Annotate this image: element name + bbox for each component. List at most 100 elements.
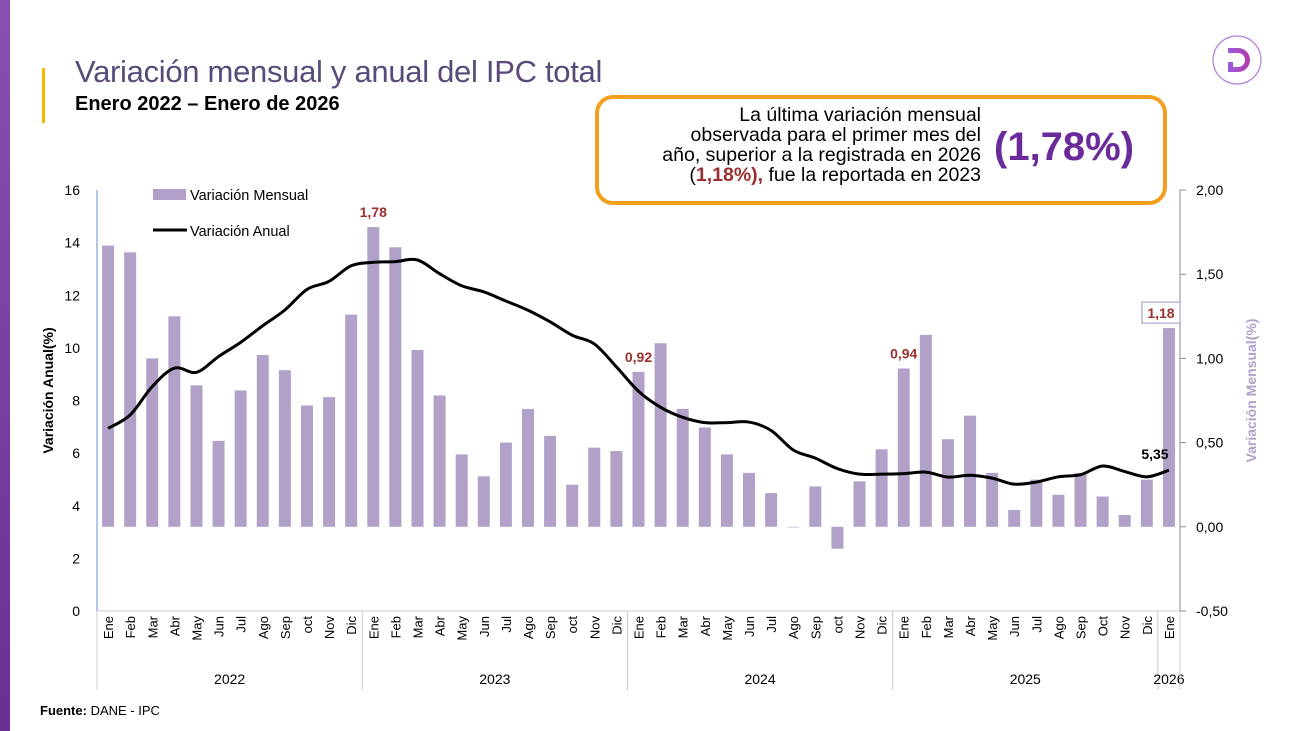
bar-variacion-mensual (455, 454, 468, 527)
bar-variacion-mensual (168, 316, 181, 527)
month-label: Sep (808, 616, 823, 639)
bar-variacion-mensual (1096, 496, 1109, 527)
month-label: Ene (1162, 616, 1177, 639)
callout-line: La última variación mensual (739, 104, 981, 126)
month-label: Nov (1118, 616, 1133, 640)
source-text: DANE - IPC (86, 703, 160, 718)
bar-variacion-mensual (367, 227, 380, 527)
left-axis-title: Variación Anual(%) (40, 327, 56, 453)
month-label: Ago (256, 616, 271, 639)
month-label: Nov (587, 616, 602, 640)
left-tick-label: 14 (64, 235, 80, 251)
month-label: Mar (145, 615, 160, 638)
bar-variacion-mensual (941, 439, 954, 527)
bar-variacion-mensual (300, 405, 313, 527)
right-tick-label: 1,00 (1196, 350, 1223, 366)
bar-variacion-mensual (190, 385, 203, 527)
month-label: May (189, 616, 204, 641)
bar-variacion-mensual (146, 358, 159, 527)
month-label: Jul (1029, 616, 1044, 633)
bar-variacion-mensual (1030, 479, 1043, 527)
month-label: Abr (433, 615, 448, 636)
bar-variacion-mensual (787, 526, 800, 528)
month-label: Jul (499, 616, 514, 633)
month-label: Dic (1140, 616, 1155, 635)
bar-variacion-mensual (323, 397, 336, 527)
line-variacion-anual (107, 257, 1170, 486)
month-label: Feb (654, 616, 669, 638)
year-label: 2023 (479, 671, 510, 687)
bar-variacion-mensual (1052, 494, 1065, 527)
callout-box: La última variación mensual observada pa… (595, 95, 1167, 205)
year-label: 2025 (1010, 671, 1041, 687)
bar-variacion-mensual (566, 484, 579, 527)
month-label: Ene (897, 616, 912, 639)
bar-variacion-mensual (212, 440, 225, 527)
callout-paren: ( (689, 164, 696, 186)
month-label: Abr (698, 615, 713, 636)
bar-variacion-mensual (588, 447, 601, 527)
year-label: 2024 (744, 671, 775, 687)
data-label-box (1141, 301, 1181, 324)
callout-line: (1,18%), fue la reportada en 2023 (619, 165, 981, 185)
legend-label: Variación Anual (190, 224, 290, 240)
page-title: Variación mensual y anual del IPC total (75, 54, 603, 89)
bar-variacion-mensual (433, 395, 446, 527)
month-label: May (720, 616, 735, 641)
month-label: Jun (212, 616, 227, 637)
month-label: Ago (521, 616, 536, 639)
bar-variacion-mensual (1140, 479, 1153, 527)
callout-line: observada para el primer mes del (690, 124, 981, 146)
right-tick-label: -0,50 (1196, 603, 1228, 619)
bar-variacion-mensual (632, 371, 645, 527)
bar-variacion-mensual (345, 314, 358, 527)
bar-variacion-mensual (477, 476, 490, 527)
left-tick-label: 2 (72, 550, 80, 566)
year-label: 2026 (1153, 671, 1184, 687)
month-label: Feb (919, 616, 934, 638)
month-label: Ene (632, 616, 647, 639)
month-label: Jul (234, 616, 249, 633)
callout-text: La última variación mensual observada pa… (619, 105, 981, 185)
bar-variacion-mensual (256, 355, 269, 527)
bar-variacion-mensual (919, 334, 932, 527)
month-label: Nov (322, 616, 337, 640)
bar-variacion-mensual (278, 370, 291, 527)
bar-variacion-mensual (897, 368, 910, 527)
data-label-mensual: 1,78 (360, 204, 387, 220)
bar-variacion-mensual (765, 493, 778, 527)
month-label: Dic (609, 616, 624, 635)
source-label: Fuente: (40, 703, 87, 718)
source-note: Fuente: DANE - IPC (40, 703, 160, 718)
data-label-mensual: 0,94 (890, 346, 917, 362)
month-label: Abr (963, 615, 978, 636)
right-tick-label: 1,50 (1196, 266, 1223, 282)
month-label: Ago (786, 616, 801, 639)
month-label: Dic (344, 616, 359, 635)
left-tick-label: 12 (64, 287, 80, 303)
left-tick-label: 4 (72, 498, 80, 514)
bar-variacion-mensual (411, 349, 424, 527)
bar-variacion-mensual (720, 454, 733, 527)
bar-variacion-mensual (234, 390, 247, 527)
bar-variacion-mensual (521, 408, 534, 527)
bar-variacion-mensual (654, 343, 667, 527)
bar-variacion-mensual (544, 435, 557, 527)
month-label: Jun (1007, 616, 1022, 637)
bar-variacion-mensual (743, 472, 756, 527)
month-label: Sep (278, 616, 293, 639)
callout-highlight: 1,18%), (695, 164, 764, 186)
bar-variacion-mensual (676, 408, 689, 527)
month-label: Jul (764, 616, 779, 633)
bar-variacion-mensual (102, 245, 115, 527)
left-tick-label: 8 (72, 393, 80, 409)
month-label: oct (830, 616, 845, 634)
legend-label: Variación Mensual (190, 188, 308, 204)
month-label: Dic (875, 616, 890, 635)
month-label: Ene (101, 616, 116, 639)
bar-variacion-mensual (698, 427, 711, 527)
month-label: Nov (853, 616, 868, 640)
month-label: oct (300, 616, 315, 634)
month-label: Oct (1096, 616, 1111, 637)
